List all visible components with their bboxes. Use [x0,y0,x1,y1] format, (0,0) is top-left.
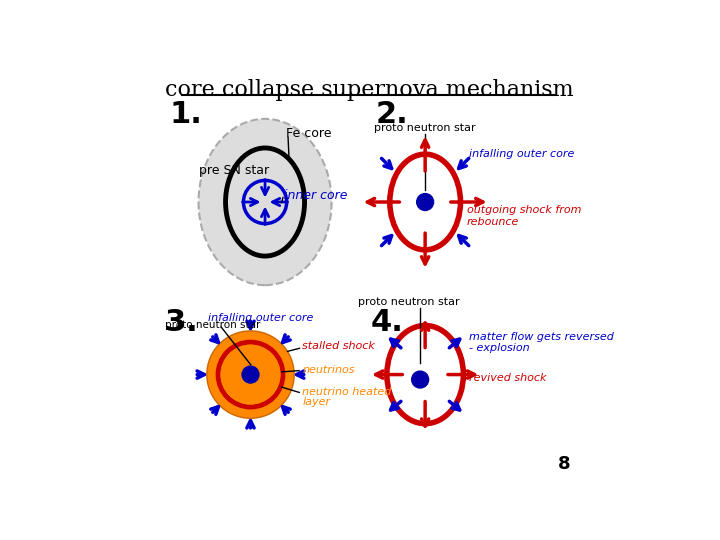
Text: 1.: 1. [169,100,202,129]
Text: neutrino heated: neutrino heated [302,387,392,397]
Text: outgoing shock from: outgoing shock from [467,205,581,215]
Ellipse shape [390,154,461,250]
Circle shape [207,331,294,418]
Text: layer: layer [302,396,330,407]
Text: - explosion: - explosion [469,342,529,353]
Text: proto neutron star: proto neutron star [374,124,476,133]
Text: Fe core: Fe core [286,127,331,140]
Circle shape [220,345,280,404]
Text: stalled shock: stalled shock [302,341,375,352]
Circle shape [241,366,260,384]
Circle shape [243,180,287,224]
Text: core collapse supernova mechanism: core collapse supernova mechanism [165,79,573,102]
Circle shape [416,193,434,211]
Text: proto neutron star: proto neutron star [358,297,459,307]
Text: pre SN star: pre SN star [199,164,269,177]
Text: infalling outer core: infalling outer core [469,149,574,159]
Text: rebounce: rebounce [467,217,519,227]
Circle shape [218,342,283,407]
Text: 8: 8 [558,455,571,473]
Text: revived shock: revived shock [469,373,546,383]
Ellipse shape [199,119,332,285]
Ellipse shape [387,326,464,424]
Text: infalling outer core: infalling outer core [208,313,314,322]
Text: 2.: 2. [375,100,408,129]
Ellipse shape [225,148,305,256]
Text: inner core: inner core [284,190,347,202]
Circle shape [411,370,429,389]
Text: matter flow gets reversed: matter flow gets reversed [469,332,613,342]
Text: 3.: 3. [166,308,198,337]
Text: neutrinos: neutrinos [302,366,355,375]
Text: proto neutron star: proto neutron star [166,320,261,330]
Text: 4.: 4. [371,308,404,337]
